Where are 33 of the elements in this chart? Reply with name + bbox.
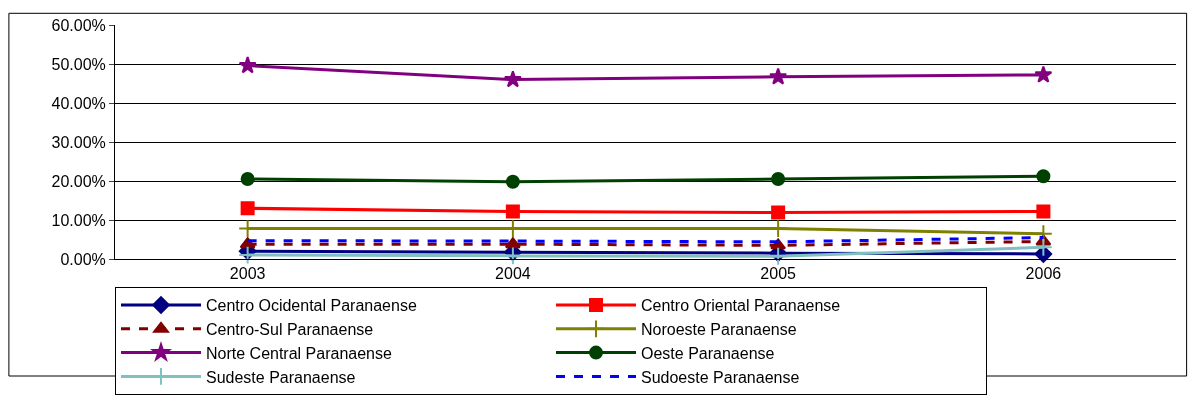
point	[238, 56, 257, 74]
point	[505, 174, 520, 189]
point	[240, 172, 255, 187]
y-tick-label: 30.00%	[51, 133, 106, 151]
x-tick-label: 2004	[495, 265, 531, 283]
point	[769, 67, 788, 85]
x-tick-label: 2006	[1025, 265, 1062, 283]
point	[239, 237, 256, 249]
point	[503, 70, 522, 88]
legend-label: Sudoeste Paranaense	[641, 368, 800, 386]
point	[505, 204, 520, 219]
legend-label: Noroeste Paranaense	[641, 321, 797, 339]
legend-label: Oeste Paranaense	[641, 344, 775, 362]
point	[240, 201, 255, 216]
point	[504, 237, 521, 249]
legend-label: Centro Oriental Paranaense	[641, 297, 841, 315]
point	[1036, 169, 1051, 184]
legend-label: Norte Central Paranaense	[206, 344, 392, 362]
y-tick-label: 50.00%	[51, 55, 106, 73]
point	[1034, 65, 1053, 83]
legend-label: Centro-Sul Paranaense	[206, 321, 374, 339]
point	[1036, 204, 1051, 219]
legend-label: Sudeste Paranaense	[206, 368, 356, 386]
x-tick-label: 2005	[760, 265, 797, 283]
point	[771, 172, 786, 187]
y-tick-label: 60.00%	[51, 16, 106, 34]
y-tick-label: 40.00%	[51, 94, 106, 112]
y-tick-label: 10.00%	[51, 211, 106, 229]
y-tick-label: 20.00%	[51, 172, 106, 190]
y-tick-label: 0.00%	[60, 250, 106, 268]
x-tick-label: 2003	[229, 265, 266, 283]
legend-label: Centro Ocidental Paranaense	[206, 297, 417, 315]
point	[771, 205, 786, 220]
